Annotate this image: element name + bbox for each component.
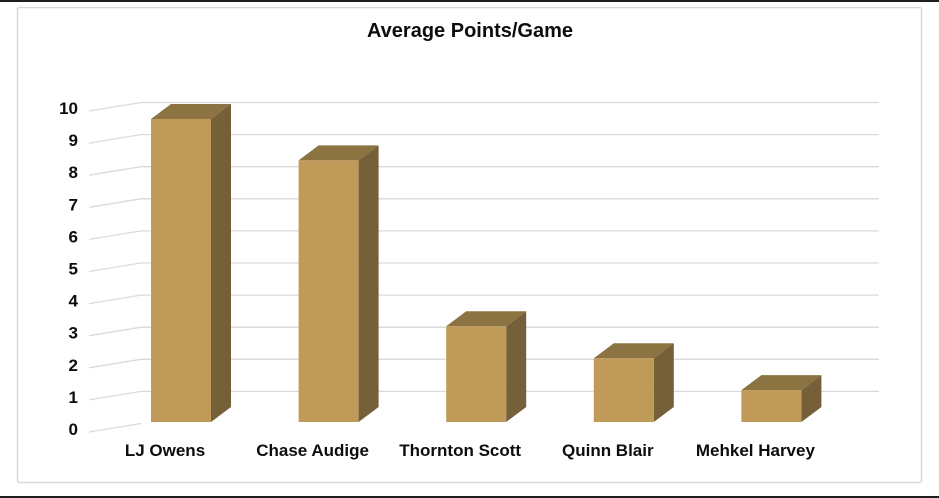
side-wall-gridline [88,326,142,337]
bar-top-face [593,343,674,359]
side-wall-gridline [88,133,142,144]
side-wall-gridline [88,358,142,369]
side-wall-gridline [88,166,142,176]
bar-chase-audige [298,145,379,423]
y-axis-tick-label: 10 [59,99,78,118]
y-axis-tick-label: 7 [69,195,78,214]
side-wall-gridline [88,101,142,112]
side-wall-gridline [88,294,142,305]
y-axis-tick-label: 8 [69,163,78,182]
bar-side-face [506,311,527,422]
bar-top-face [446,311,527,327]
x-axis-category-label: LJ Owens [125,441,205,460]
bar-side-face [211,103,231,422]
bar-front-face [593,358,654,422]
bar-thornton-scott [446,311,527,422]
bar-quinn-blair [593,343,674,422]
bar-front-face [151,118,211,422]
bar-side-face [801,375,822,422]
bar-lj-owens [151,103,231,422]
side-wall-gridline [88,422,142,433]
side-wall-gridline [88,198,142,208]
bar-front-face [741,390,802,422]
side-wall-gridline [88,390,142,401]
y-axis-tick-label: 2 [69,356,78,375]
bar-mehkel-harvey [741,375,822,422]
side-wall-gridline [88,262,142,273]
bar-top-face [298,145,379,161]
side-wall-gridline [88,230,142,241]
y-axis-tick-label: 9 [69,131,78,150]
bar-side-face [358,145,379,423]
y-axis-tick-label: 3 [69,324,78,343]
bar-front-face [298,160,359,423]
x-axis-category-label: Thornton Scott [399,441,521,460]
bar-front-face [446,326,507,422]
window-top-edge [0,0,939,2]
window-bottom-edge [0,496,939,498]
y-axis-tick-label: 5 [69,260,78,279]
bar-top-face [741,375,822,391]
x-axis-category-label: Quinn Blair [562,441,654,460]
x-axis-category-label: Chase Audige [256,441,369,460]
y-axis-tick-label: 6 [69,227,78,246]
bar-top-face [151,103,231,119]
y-axis-tick-label: 4 [69,292,79,311]
bar-side-face [653,343,674,422]
y-axis-tick-label: 1 [69,388,78,407]
chart-frame [16,6,923,484]
x-axis-category-label: Mehkel Harvey [696,441,816,460]
y-axis-tick-label: 0 [69,420,78,439]
chart-title: Average Points/Game [367,20,573,42]
